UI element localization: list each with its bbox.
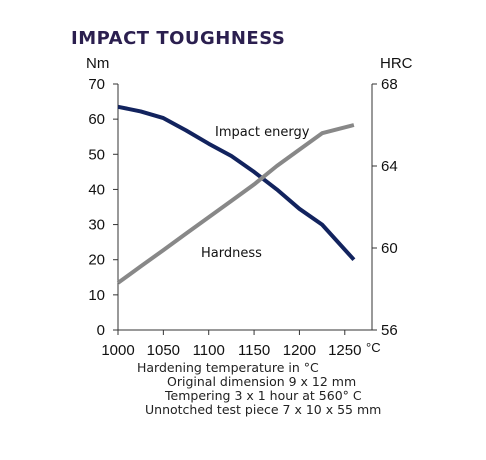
impact-energy-label: Impact energy (215, 125, 310, 140)
footnote-dimension: Original dimension 9 x 12 mm (167, 374, 357, 389)
left-tick-label: 20 (88, 252, 105, 269)
impact-energy-line (117, 104, 356, 262)
series-labels: Impact energy Hardness (201, 125, 310, 261)
left-tick-label: 0 (97, 322, 105, 339)
x-tick-label: 1200 (283, 342, 316, 359)
left-tick-label: 50 (88, 146, 105, 163)
left-tick-label: 70 (88, 76, 105, 93)
right-axis-label: HRC (380, 55, 413, 72)
right-tick-label: 56 (381, 322, 398, 339)
x-tick-label: 1250 (328, 342, 361, 359)
right-tick-label: 64 (381, 158, 398, 175)
left-axis-label: Nm (86, 55, 109, 72)
series-lines (116, 104, 356, 285)
left-ticks: 0 10 20 30 40 50 60 70 (88, 76, 118, 339)
left-tick-label: 30 (88, 217, 105, 234)
x-unit-label: °C (366, 340, 381, 355)
right-tick-label: 68 (381, 76, 398, 93)
left-tick-label: 60 (88, 111, 105, 128)
x-tick-label: 1050 (147, 342, 180, 359)
x-tick-label: 1100 (193, 342, 225, 359)
x-ticks: 1000 1050 1100 1150 1200 1250 °C (101, 330, 381, 359)
x-tick-label: 1000 (101, 342, 134, 359)
right-ticks: 56 60 64 68 (372, 76, 398, 339)
axes (117, 84, 373, 331)
left-tick-label: 10 (88, 287, 105, 304)
left-tick-label: 40 (88, 181, 105, 198)
footnote-tempering: Tempering 3 x 1 hour at 560° C (165, 388, 362, 403)
chart-title: IMPACT TOUGHNESS (71, 28, 286, 49)
right-tick-label: 60 (381, 240, 398, 257)
x-tick-label: 1150 (238, 342, 270, 359)
hardness-line (116, 123, 355, 285)
hardness-label: Hardness (201, 246, 262, 261)
footnote-test-piece: Unnotched test piece 7 x 10 x 55 mm (145, 402, 382, 417)
footnote-hardening: Hardening temperature in °C (137, 360, 319, 375)
